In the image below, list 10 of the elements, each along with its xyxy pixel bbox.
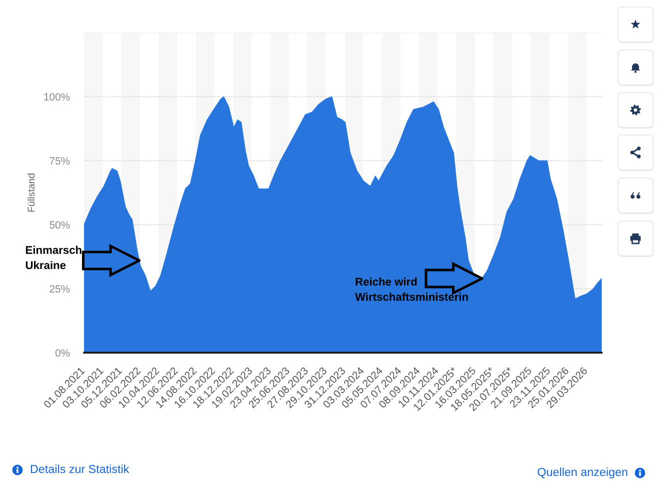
y-tick-label: 25% <box>50 285 70 293</box>
y-tick-label: 50% <box>50 221 70 229</box>
annotation: Reiche wird Wirtschaftsministerin <box>355 277 468 301</box>
annotation: Einmarsch Ukraine <box>26 246 82 270</box>
y-tick-label: 75% <box>50 157 70 165</box>
y-tick-label: 0% <box>55 349 70 357</box>
text: Details zur Statistik <box>30 464 130 474</box>
source-note: Quellen anzeigen <box>538 468 628 478</box>
y-axis-title: Füllstand <box>27 174 35 212</box>
y-tick-label: 100% <box>44 93 70 101</box>
